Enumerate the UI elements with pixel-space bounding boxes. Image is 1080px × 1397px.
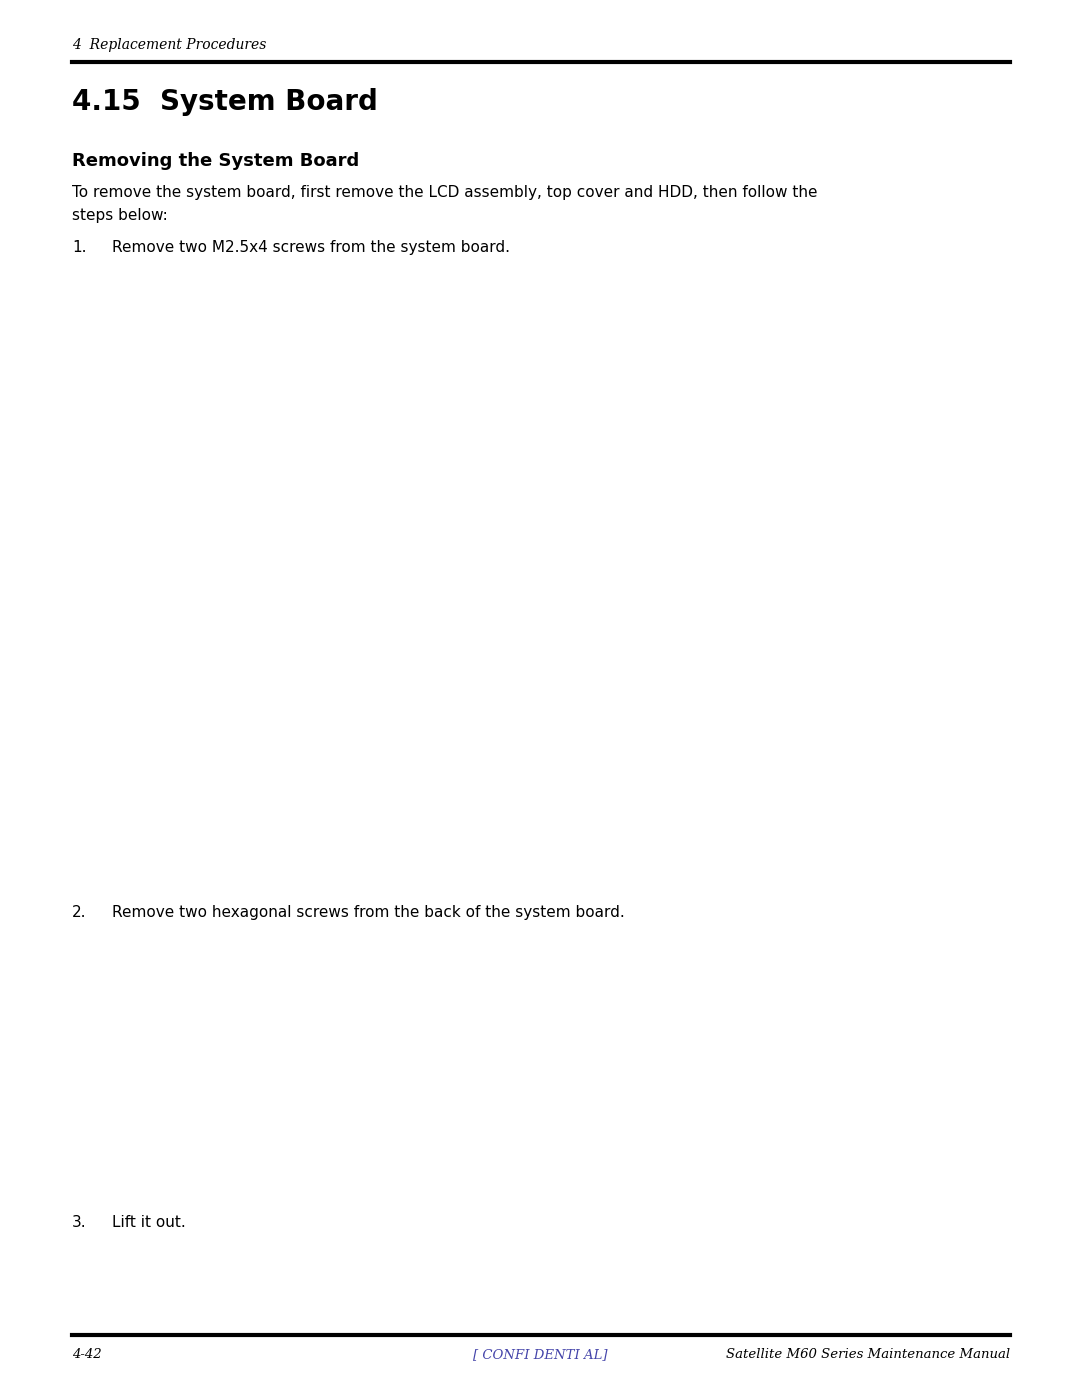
Text: 4.15  System Board: 4.15 System Board	[72, 88, 378, 116]
Text: 2.: 2.	[72, 905, 86, 921]
Text: To remove the system board, first remove the LCD assembly, top cover and HDD, th: To remove the system board, first remove…	[72, 184, 818, 200]
Text: 4  Replacement Procedures: 4 Replacement Procedures	[72, 38, 267, 52]
Text: 4-42: 4-42	[72, 1348, 102, 1361]
Text: Satellite M60 Series Maintenance Manual: Satellite M60 Series Maintenance Manual	[726, 1348, 1010, 1361]
Text: Removing the System Board: Removing the System Board	[72, 152, 360, 170]
Text: 1.: 1.	[72, 240, 86, 256]
Text: Lift it out.: Lift it out.	[112, 1215, 186, 1229]
Text: 3.: 3.	[72, 1215, 86, 1229]
Text: Remove two M2.5x4 screws from the system board.: Remove two M2.5x4 screws from the system…	[112, 240, 510, 256]
Text: steps below:: steps below:	[72, 208, 167, 224]
Text: Remove two hexagonal screws from the back of the system board.: Remove two hexagonal screws from the bac…	[112, 905, 624, 921]
Text: [ CONFI DENTI AL]: [ CONFI DENTI AL]	[473, 1348, 607, 1361]
